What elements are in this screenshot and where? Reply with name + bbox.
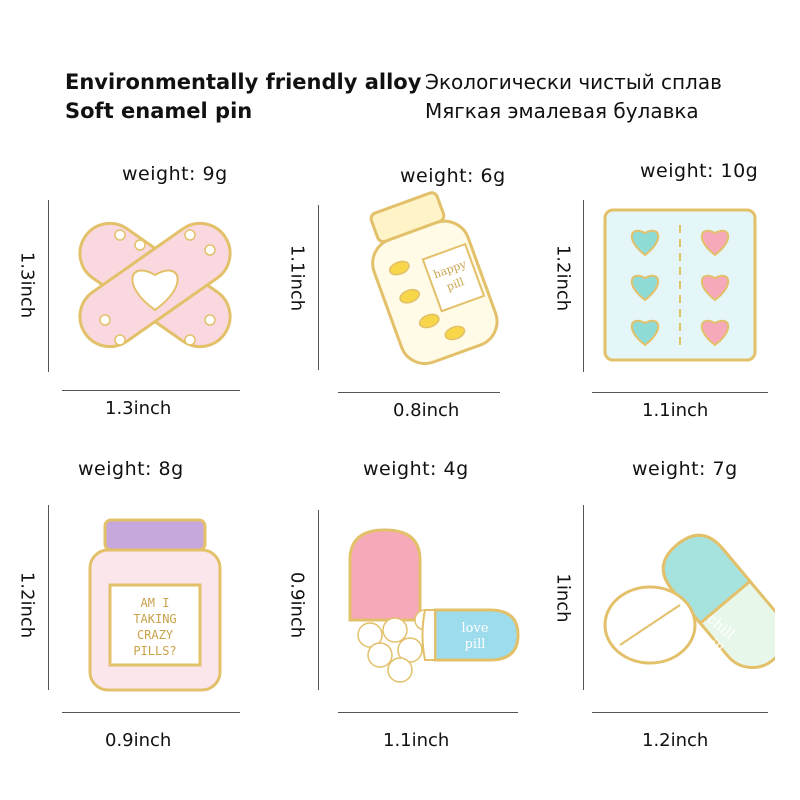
pin-text: AM I (141, 596, 170, 610)
height-line (318, 510, 319, 690)
weight-label: weight: 4g (363, 458, 469, 480)
width-line (592, 392, 768, 393)
width-line (62, 712, 240, 713)
pin-text: pill (445, 275, 466, 293)
height-line (48, 505, 49, 690)
weight-label: weight: 8g (78, 458, 184, 480)
header-en: Environmentally friendly alloy Soft enam… (65, 68, 421, 126)
love-pill-capsule-pin-image: love pill (348, 528, 520, 683)
bandage-pin-image (78, 221, 232, 349)
pin-text: pill (465, 637, 486, 652)
height-label: 1.1inch (286, 244, 308, 312)
width-line (338, 712, 518, 713)
header-ru: Экологически чистый сплав Мягкая эмалева… (425, 68, 722, 126)
width-label: 1.3inch (105, 398, 172, 419)
weight-label: weight: 9g (122, 163, 228, 185)
width-label: 0.8inch (393, 400, 460, 421)
header-en-line2: Soft enamel pin (65, 99, 253, 123)
width-line (338, 392, 500, 393)
pin-text: love (461, 621, 488, 636)
width-line (592, 712, 768, 713)
pin-text: CRAZY (137, 628, 174, 642)
height-label: 1inch (552, 573, 574, 623)
pin-text: PILLS? (133, 644, 176, 658)
crazy-pills-jar-pin-image: AM I TAKING CRAZY PILLS? (88, 518, 222, 692)
height-label: 1.3inch (16, 251, 38, 319)
width-label: 1.2inch (642, 730, 709, 751)
width-label: 1.1inch (383, 730, 450, 751)
height-line (318, 205, 319, 370)
height-line (48, 200, 49, 372)
height-label: 1.2inch (552, 244, 574, 312)
width-label: 1.1inch (642, 400, 709, 421)
weight-label: weight: 7g (632, 458, 738, 480)
height-label: 1.2inch (16, 571, 38, 639)
height-line (583, 505, 584, 690)
header-ru-line2: Мягкая эмалевая булавка (425, 99, 699, 123)
width-line (62, 390, 240, 391)
weight-label: weight: 6g (400, 165, 506, 187)
weight-label: weight: 10g (640, 160, 759, 182)
width-label: 0.9inch (105, 730, 172, 751)
height-line (583, 200, 584, 372)
header-en-line1: Environmentally friendly alloy (65, 70, 422, 94)
chill-pill-capsule-pin-image: chill pill (603, 533, 775, 669)
heart-blister-pack-pin-image (603, 208, 757, 362)
height-label: 0.9inch (286, 571, 308, 639)
pin-text: TAKING (133, 612, 176, 626)
header-ru-line1: Экологически чистый сплав (425, 70, 722, 94)
happy-pill-bottle-pin-image: happy pill (369, 191, 499, 366)
